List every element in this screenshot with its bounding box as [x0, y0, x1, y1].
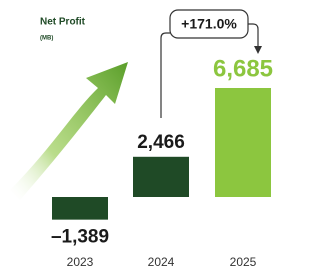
chart: Net Profit (MB) +171.0% –1,389 2023 2,466 2… — [0, 0, 295, 274]
x-tick-label: 2024 — [148, 255, 175, 269]
value-label: –1,389 — [51, 227, 109, 248]
connector — [248, 24, 258, 48]
chart-subtitle: (MB) — [40, 36, 53, 42]
arrow-head — [254, 46, 262, 54]
chart-title: Net Profit — [40, 17, 86, 28]
growth-arrow — [10, 62, 128, 200]
value-label: 2,466 — [137, 132, 185, 153]
bar — [215, 88, 271, 197]
x-tick-label: 2025 — [230, 255, 257, 269]
bar — [133, 157, 189, 197]
value-label: 6,685 — [213, 55, 273, 82]
annotation: +171.0% — [181, 16, 237, 32]
x-tick-label: 2023 — [67, 255, 94, 269]
connector — [161, 33, 170, 118]
bar — [52, 197, 108, 220]
